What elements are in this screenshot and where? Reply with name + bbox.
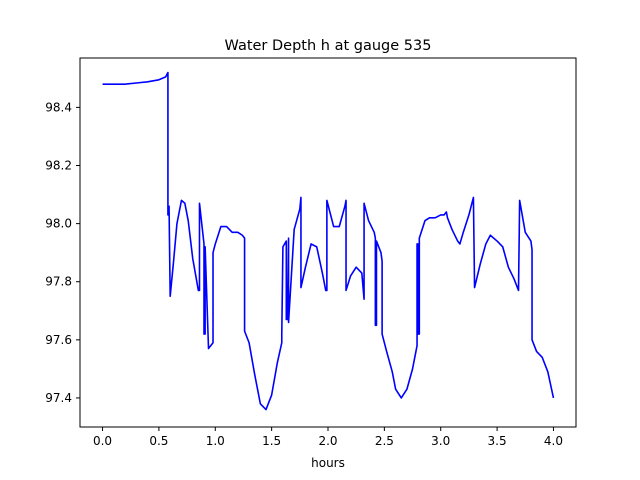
x-tick-label: 4.0 [544,434,563,448]
x-tick-label: 1.5 [262,434,281,448]
series-line-0 [102,71,555,411]
y-tick-label: 98.4 [45,100,72,114]
x-tick-label: 1.0 [206,434,225,448]
plot-frame [79,57,577,428]
chart-title: Water Depth h at gauge 535 [225,38,432,54]
x-tick-label: 3.0 [431,434,450,448]
x-tick-label: 2.5 [375,434,394,448]
y-tick-label: 98.2 [45,159,72,173]
plot-area [102,71,555,411]
x-tick-label: 0.0 [93,434,112,448]
x-axis-label: hours [311,456,345,470]
y-tick-label: 97.4 [45,391,72,405]
axis-ticks: 0.0 0.5 1.0 1.5 2.0 2.5 3.0 3.5 4.0 97.4 97.6 97.8 9… [45,100,563,448]
x-tick-label: 2.0 [318,434,337,448]
x-tick-label: 3.5 [488,434,507,448]
y-tick-label: 98.0 [45,217,72,231]
y-tick-label: 97.8 [45,275,72,289]
x-tick-label: 0.5 [149,434,168,448]
y-tick-label: 97.6 [45,333,72,347]
